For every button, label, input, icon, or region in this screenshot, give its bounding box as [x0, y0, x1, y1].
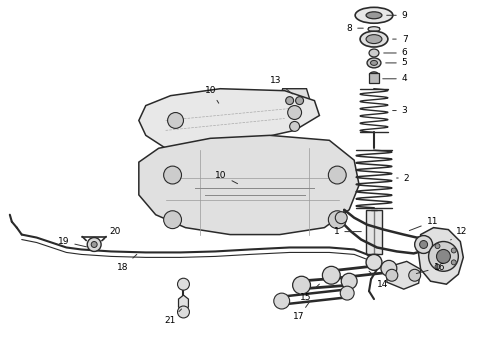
Circle shape [87, 238, 101, 251]
Circle shape [451, 248, 456, 253]
Circle shape [164, 166, 181, 184]
Text: 10: 10 [215, 171, 238, 184]
Circle shape [286, 96, 294, 105]
Polygon shape [280, 89, 310, 113]
Circle shape [419, 240, 428, 248]
Ellipse shape [360, 31, 388, 47]
Circle shape [429, 242, 458, 271]
Circle shape [293, 276, 311, 294]
Text: 14: 14 [369, 271, 389, 289]
Text: 17: 17 [293, 301, 310, 321]
Ellipse shape [366, 35, 382, 44]
Circle shape [437, 249, 450, 264]
Text: 13: 13 [270, 76, 293, 94]
Text: 21: 21 [164, 309, 181, 325]
Ellipse shape [369, 72, 378, 78]
Circle shape [168, 113, 183, 129]
Circle shape [177, 278, 190, 290]
Text: 10: 10 [205, 86, 219, 103]
Polygon shape [139, 135, 359, 235]
Polygon shape [418, 228, 464, 284]
Text: 20: 20 [101, 227, 121, 241]
Circle shape [435, 264, 440, 269]
Polygon shape [139, 89, 319, 148]
Circle shape [164, 211, 181, 229]
Circle shape [274, 293, 290, 309]
Polygon shape [387, 261, 420, 289]
Circle shape [409, 269, 420, 281]
Circle shape [341, 273, 357, 289]
Circle shape [335, 212, 347, 224]
Circle shape [415, 235, 433, 253]
Circle shape [451, 260, 456, 265]
Circle shape [177, 306, 190, 318]
Ellipse shape [355, 7, 393, 23]
Text: 6: 6 [384, 49, 408, 58]
Ellipse shape [367, 58, 381, 68]
Text: 11: 11 [409, 217, 438, 231]
Text: 18: 18 [118, 255, 137, 272]
Bar [369, 73, 379, 83]
Text: 2: 2 [396, 174, 409, 183]
Circle shape [290, 121, 299, 131]
Circle shape [386, 269, 398, 281]
Text: 8: 8 [346, 24, 363, 33]
Text: 19: 19 [58, 237, 87, 247]
Text: 5: 5 [386, 58, 408, 67]
Text: 3: 3 [392, 106, 408, 115]
Circle shape [328, 166, 346, 184]
Circle shape [366, 255, 382, 270]
Ellipse shape [368, 27, 380, 32]
Circle shape [328, 211, 346, 229]
Ellipse shape [369, 49, 379, 57]
Circle shape [91, 242, 97, 247]
Text: 7: 7 [392, 35, 408, 44]
Polygon shape [178, 295, 189, 311]
Text: 4: 4 [383, 74, 407, 83]
Text: 1: 1 [334, 227, 361, 236]
Circle shape [288, 105, 301, 120]
Ellipse shape [366, 12, 382, 19]
Ellipse shape [370, 60, 377, 66]
Circle shape [295, 96, 303, 105]
Text: 15: 15 [300, 284, 319, 302]
Text: 16: 16 [416, 263, 445, 274]
Circle shape [435, 244, 440, 248]
Text: 9: 9 [387, 11, 408, 20]
Circle shape [340, 286, 354, 300]
Text: 12: 12 [451, 227, 468, 240]
Circle shape [381, 260, 397, 276]
Bar [366, 210, 382, 255]
Circle shape [322, 266, 340, 284]
